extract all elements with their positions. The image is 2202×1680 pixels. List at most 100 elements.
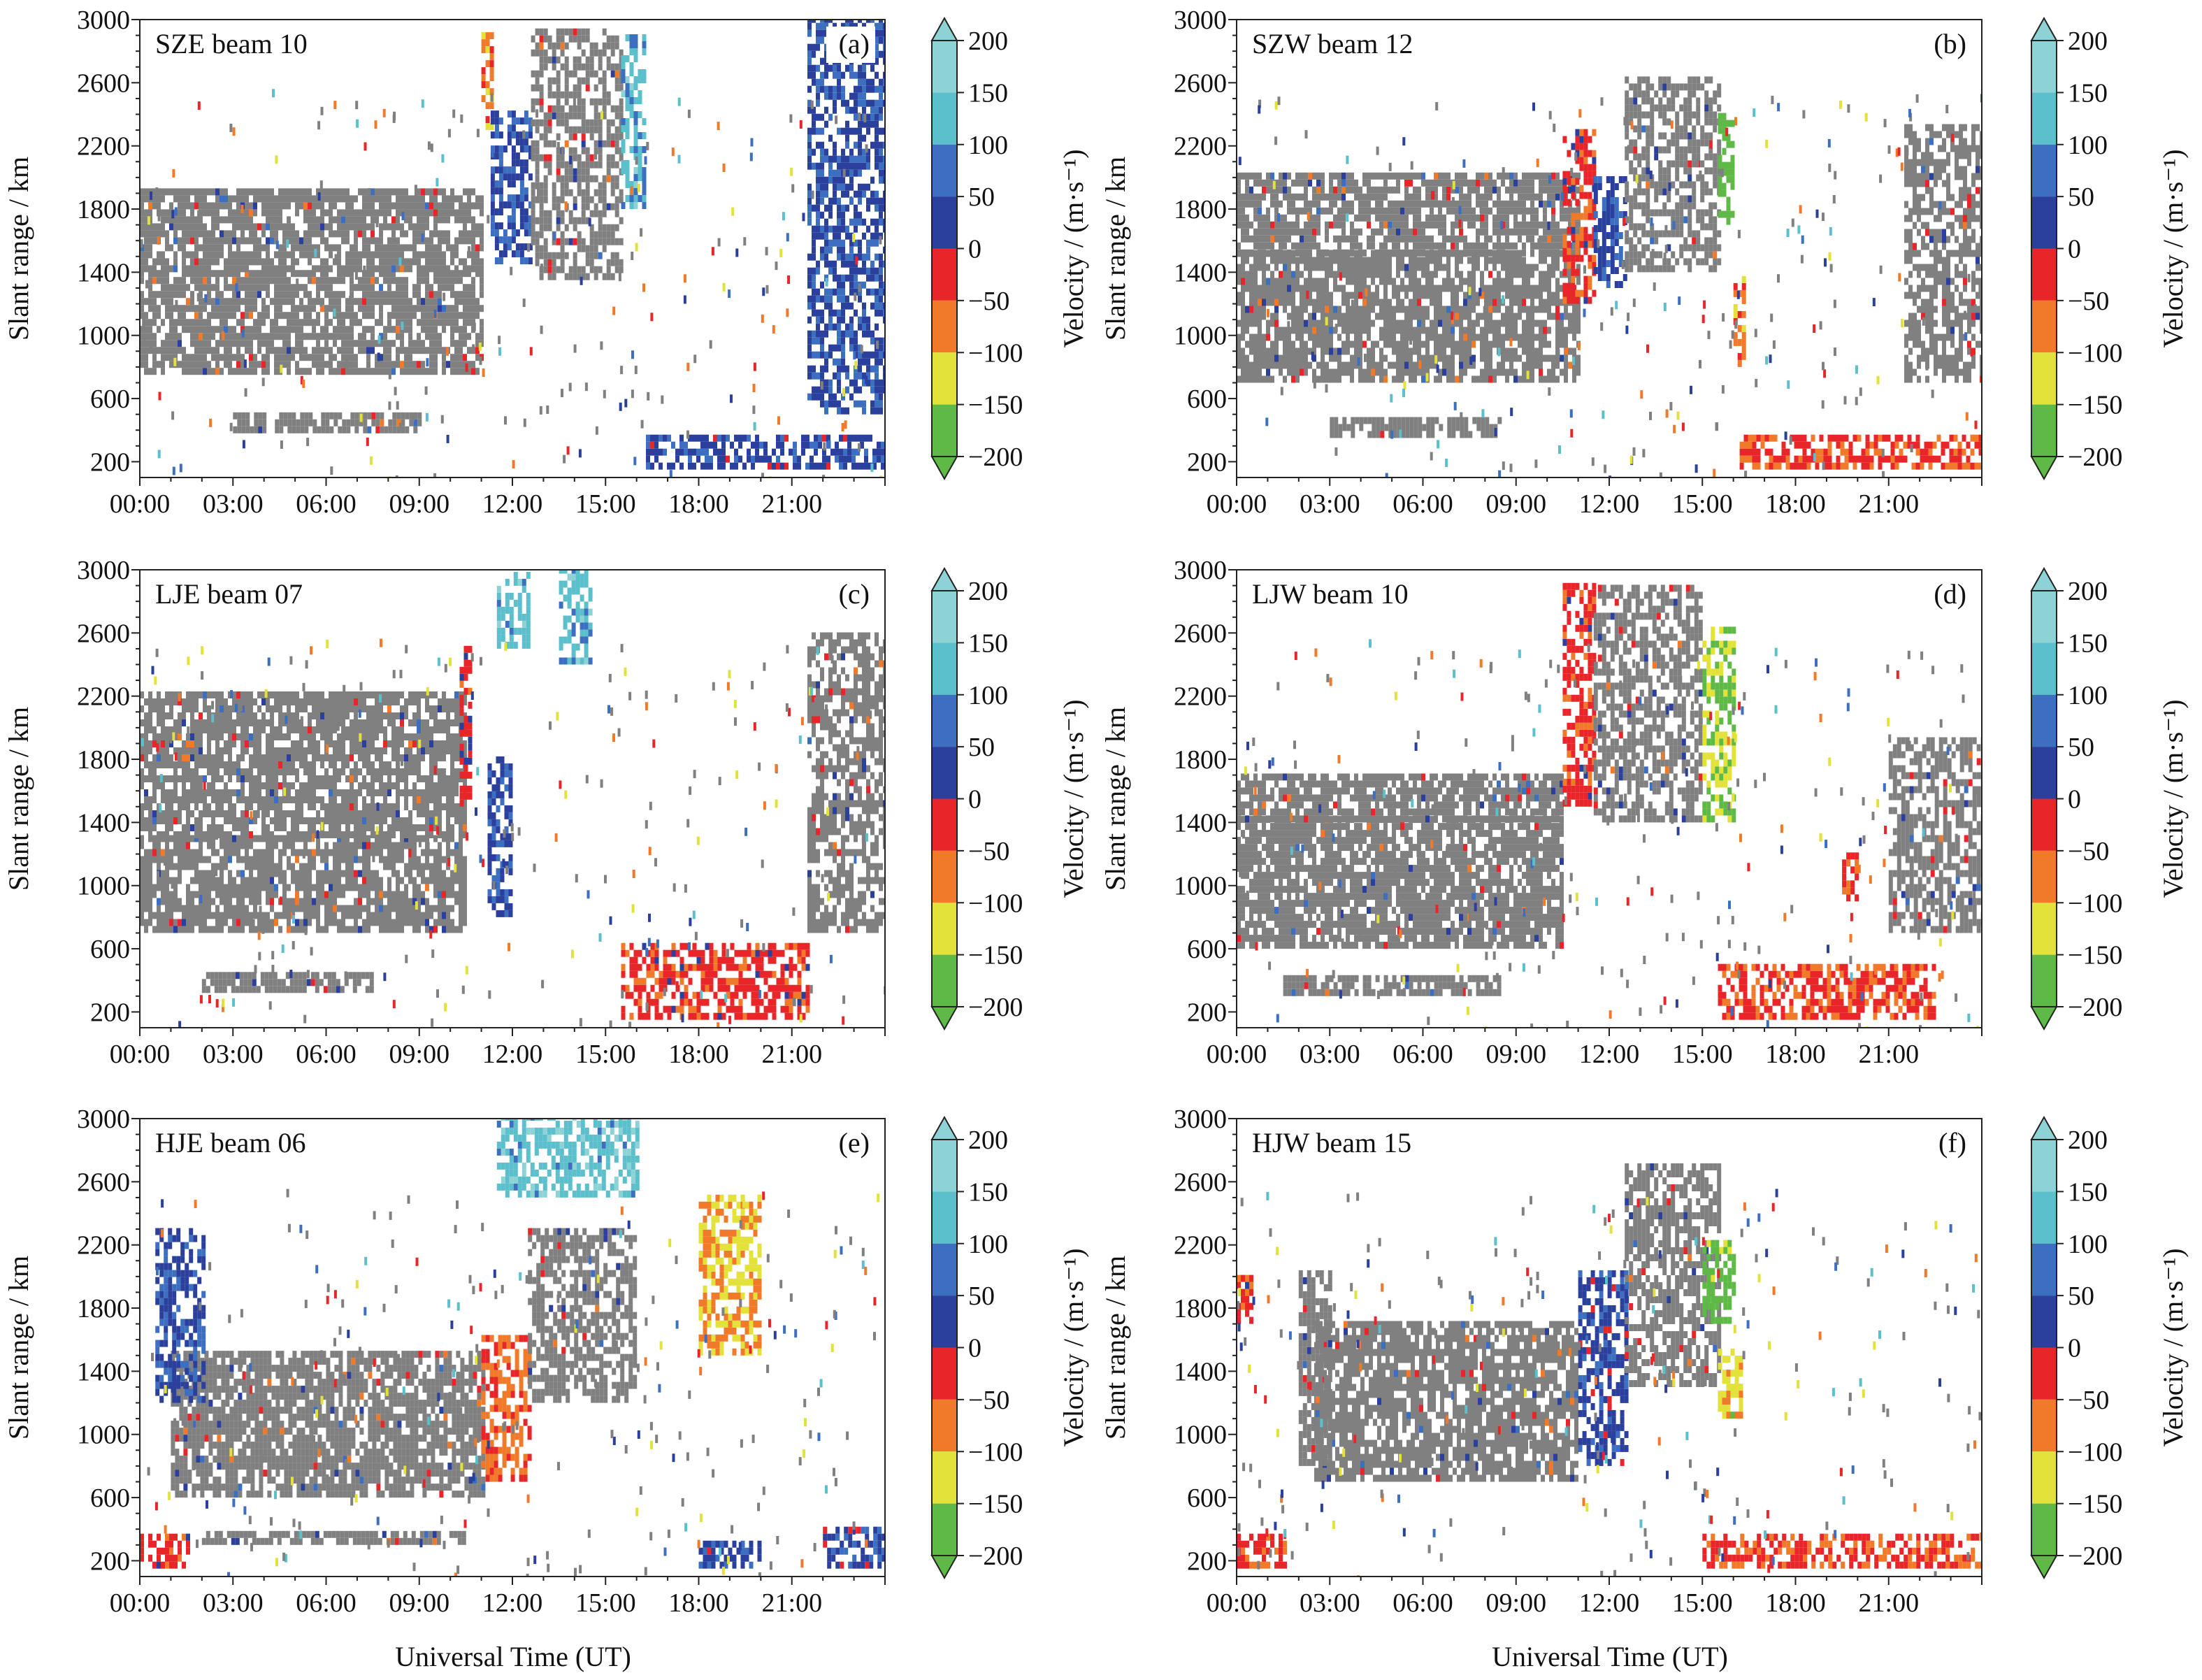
scatter-point: [762, 287, 765, 296]
echo-cell: [839, 462, 843, 470]
echo-cell: [519, 194, 524, 202]
ground-scatter-cell: [1492, 278, 1497, 285]
ground-scatter-cell: [1354, 313, 1358, 320]
echo-cell: [868, 434, 872, 442]
echo-cell: [642, 181, 647, 188]
ground-scatter-cell: [303, 188, 308, 196]
echo-cell: [820, 246, 824, 254]
panel-letter-backdrop: [826, 27, 875, 63]
ground-scatter-cell: [228, 265, 232, 273]
ground-scatter-cell: [1283, 333, 1287, 341]
scatter-point: [363, 265, 366, 274]
ground-scatter-cell: [1358, 313, 1362, 320]
ground-scatter-cell: [429, 347, 433, 354]
echo-cell: [524, 166, 528, 174]
ground-scatter-cell: [1346, 361, 1350, 369]
echo-cell: [862, 190, 866, 198]
ground-scatter-cell: [274, 326, 278, 333]
echo-cell: [717, 462, 721, 470]
ground-scatter-cell: [295, 340, 299, 347]
ground-scatter-cell: [1526, 271, 1530, 278]
ground-scatter-cell: [450, 284, 454, 292]
echo-cell: [858, 148, 862, 156]
echo-cell: [577, 189, 582, 196]
ground-scatter-cell: [291, 354, 295, 361]
echo-cell: [854, 127, 858, 135]
ground-scatter-cell: [1509, 320, 1513, 327]
ground-scatter-cell: [1530, 299, 1534, 306]
ground-scatter-cell: [203, 277, 207, 285]
ground-scatter-cell: [1346, 278, 1350, 285]
echo-cell: [713, 448, 717, 456]
echo-cell: [883, 302, 885, 310]
ground-scatter-cell: [379, 319, 383, 326]
ground-scatter-cell: [1555, 354, 1560, 362]
ground-scatter-cell: [182, 305, 186, 313]
ground-scatter-cell: [173, 340, 178, 347]
ground-scatter-cell: [1509, 292, 1513, 299]
ground-scatter-cell: [380, 426, 384, 433]
ground-scatter-cell: [253, 368, 257, 375]
ground-scatter-cell: [467, 312, 471, 320]
echo-cell: [621, 55, 626, 62]
ground-scatter-cell: [1262, 340, 1266, 348]
ground-scatter-cell: [249, 312, 253, 320]
echo-cell: [870, 141, 875, 149]
ground-scatter-cell: [467, 265, 471, 273]
ground-scatter-cell: [182, 209, 186, 217]
ground-scatter-cell: [1321, 375, 1325, 383]
ground-scatter-cell: [1253, 368, 1258, 376]
ground-scatter-cell: [409, 412, 414, 419]
ground-scatter-cell: [1488, 292, 1492, 299]
echo-cell: [837, 337, 841, 345]
ground-scatter-cell: [1350, 257, 1354, 264]
echo-cell: [519, 138, 524, 146]
echo-cell: [879, 78, 883, 86]
ground-scatter-cell: [412, 368, 417, 375]
panels: 00:00 03:00 06:00 09:00 12:00 15:00 18:00 21:00…: [3, 6, 2189, 1618]
ground-scatter-cell: [1316, 375, 1321, 383]
echo-cell: [858, 323, 862, 331]
ground-scatter-cell: [148, 223, 152, 231]
echo-cell: [485, 46, 490, 54]
ground-scatter-cell: [345, 270, 350, 278]
echo-cell: [875, 372, 879, 380]
ground-scatter-cell: [1383, 333, 1388, 341]
echo-cell: [663, 448, 667, 456]
scatter-point: [382, 108, 386, 117]
ground-scatter-cell: [405, 426, 410, 433]
ground-scatter-cell: [148, 319, 152, 326]
echo-cell: [862, 22, 866, 30]
echo-cell: [828, 400, 833, 408]
scatter-point: [433, 473, 437, 478]
ground-scatter-cell: [1241, 278, 1245, 285]
ground-scatter-cell: [1509, 306, 1513, 313]
ground-scatter-cell: [333, 354, 337, 361]
ground-scatter-cell: [1442, 285, 1446, 292]
echo-cell: [494, 236, 499, 244]
ground-scatter-cell: [1354, 354, 1358, 362]
ground-scatter-cell: [1300, 354, 1304, 362]
ground-scatter-cell: [1253, 333, 1258, 341]
ground-scatter-cell: [261, 368, 266, 375]
ground-scatter-cell: [152, 291, 157, 299]
echo-cell: [481, 39, 486, 47]
ground-scatter-cell: [1530, 333, 1534, 341]
ground-scatter-cell: [1471, 257, 1476, 264]
echo-cell: [638, 160, 642, 167]
ground-scatter-cell: [429, 258, 433, 266]
echo-cell: [854, 379, 858, 387]
ground-scatter-cell: [1337, 347, 1341, 355]
ground-scatter-cell: [454, 237, 459, 245]
echo-cell: [638, 97, 642, 104]
ground-scatter-cell: [1266, 333, 1270, 341]
ground-scatter-cell: [203, 368, 207, 375]
ground-scatter-cell: [178, 216, 182, 224]
ground-scatter-cell: [467, 251, 471, 259]
ground-scatter-cell: [387, 251, 391, 259]
ground-scatter-cell: [1446, 375, 1451, 383]
echo-cell: [593, 175, 598, 182]
echo-cell: [812, 274, 816, 282]
ground-scatter-cell: [1266, 347, 1270, 355]
ground-scatter-cell: [316, 265, 320, 273]
